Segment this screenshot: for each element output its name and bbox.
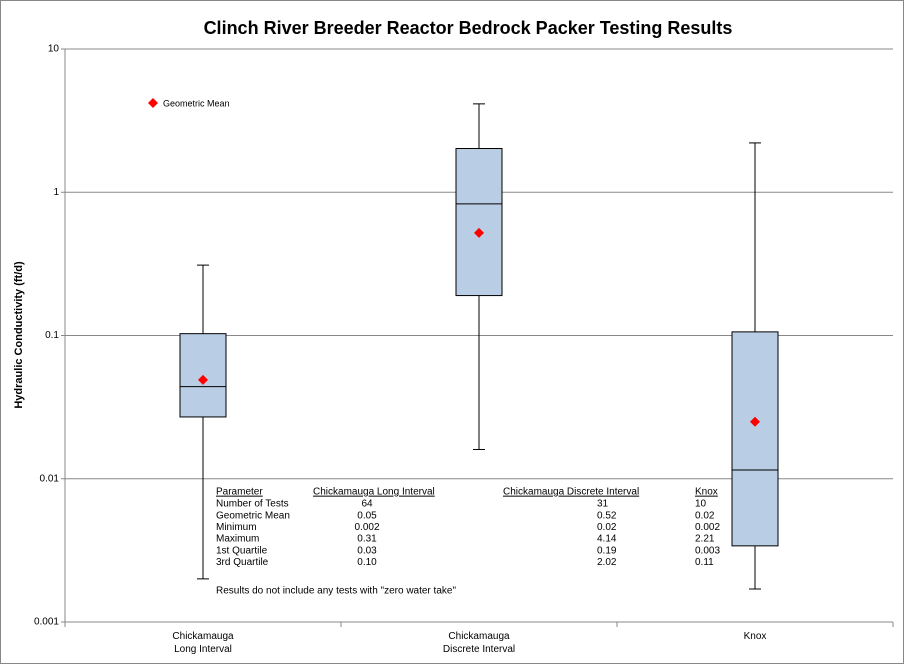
- table-cell: 2.02: [597, 557, 617, 568]
- x-tick-label: Knox: [743, 631, 767, 642]
- x-tick-label: Chickamauga Long Interval: [172, 631, 234, 655]
- chart-title: Clinch River Breeder Reactor Bedrock Pac…: [204, 18, 733, 38]
- y-axis-label: Hydraulic Conductivity (ft/d): [13, 261, 25, 409]
- mean-marker: [750, 416, 760, 427]
- table-cell: 10: [695, 499, 707, 510]
- box: [731, 331, 779, 547]
- table-cell: 3rd Quartile: [216, 557, 269, 568]
- table-cell: 31: [597, 499, 609, 510]
- y-tick-label: 0.01: [40, 473, 60, 484]
- table-cell: 0.002: [354, 522, 379, 533]
- table-cell: 2.21: [695, 534, 715, 545]
- table-cell: 0.003: [695, 545, 720, 556]
- legend-label: Geometric Mean: [163, 98, 230, 108]
- x-tick-label: Chickamauga Discrete Interval: [442, 631, 516, 655]
- table-cell: 0.19: [597, 545, 617, 556]
- y-tick-label: 0.001: [34, 617, 59, 628]
- table-cell: 0.02: [695, 510, 715, 521]
- table-header: Parameter: [216, 487, 263, 498]
- y-tick-label: 1: [53, 187, 59, 198]
- table-cell: 0.002: [695, 522, 720, 533]
- table-header: Chickamauga Long Interval: [313, 487, 435, 498]
- legend-marker: [148, 98, 158, 108]
- table-cell: 0.52: [597, 510, 617, 521]
- y-tick-label: 10: [48, 44, 60, 55]
- note: Results do not include any tests with "z…: [216, 586, 456, 597]
- table-cell: 64: [361, 499, 373, 510]
- table-cell: Geometric Mean: [216, 510, 290, 521]
- table-cell: 0.11: [695, 557, 714, 568]
- table-cell: Number of Tests: [216, 499, 289, 510]
- mean-marker: [474, 227, 484, 238]
- table-cell: Minimum: [216, 522, 257, 533]
- table-header: Knox: [695, 487, 718, 498]
- table-cell: 0.31: [357, 534, 377, 545]
- y-tick-label: 0.1: [45, 330, 59, 341]
- table-cell: 4.14: [597, 534, 617, 545]
- table-cell: Maximum: [216, 534, 259, 545]
- table-cell: 0.10: [357, 557, 377, 568]
- box: [455, 148, 503, 297]
- mean-marker: [198, 374, 208, 385]
- table-header: Chickamauga Discrete Interval: [503, 487, 639, 498]
- table-cell: 1st Quartile: [216, 545, 268, 556]
- table-cell: 0.05: [357, 510, 377, 521]
- table-cell: 0.03: [357, 545, 377, 556]
- table-cell: 0.02: [597, 522, 617, 533]
